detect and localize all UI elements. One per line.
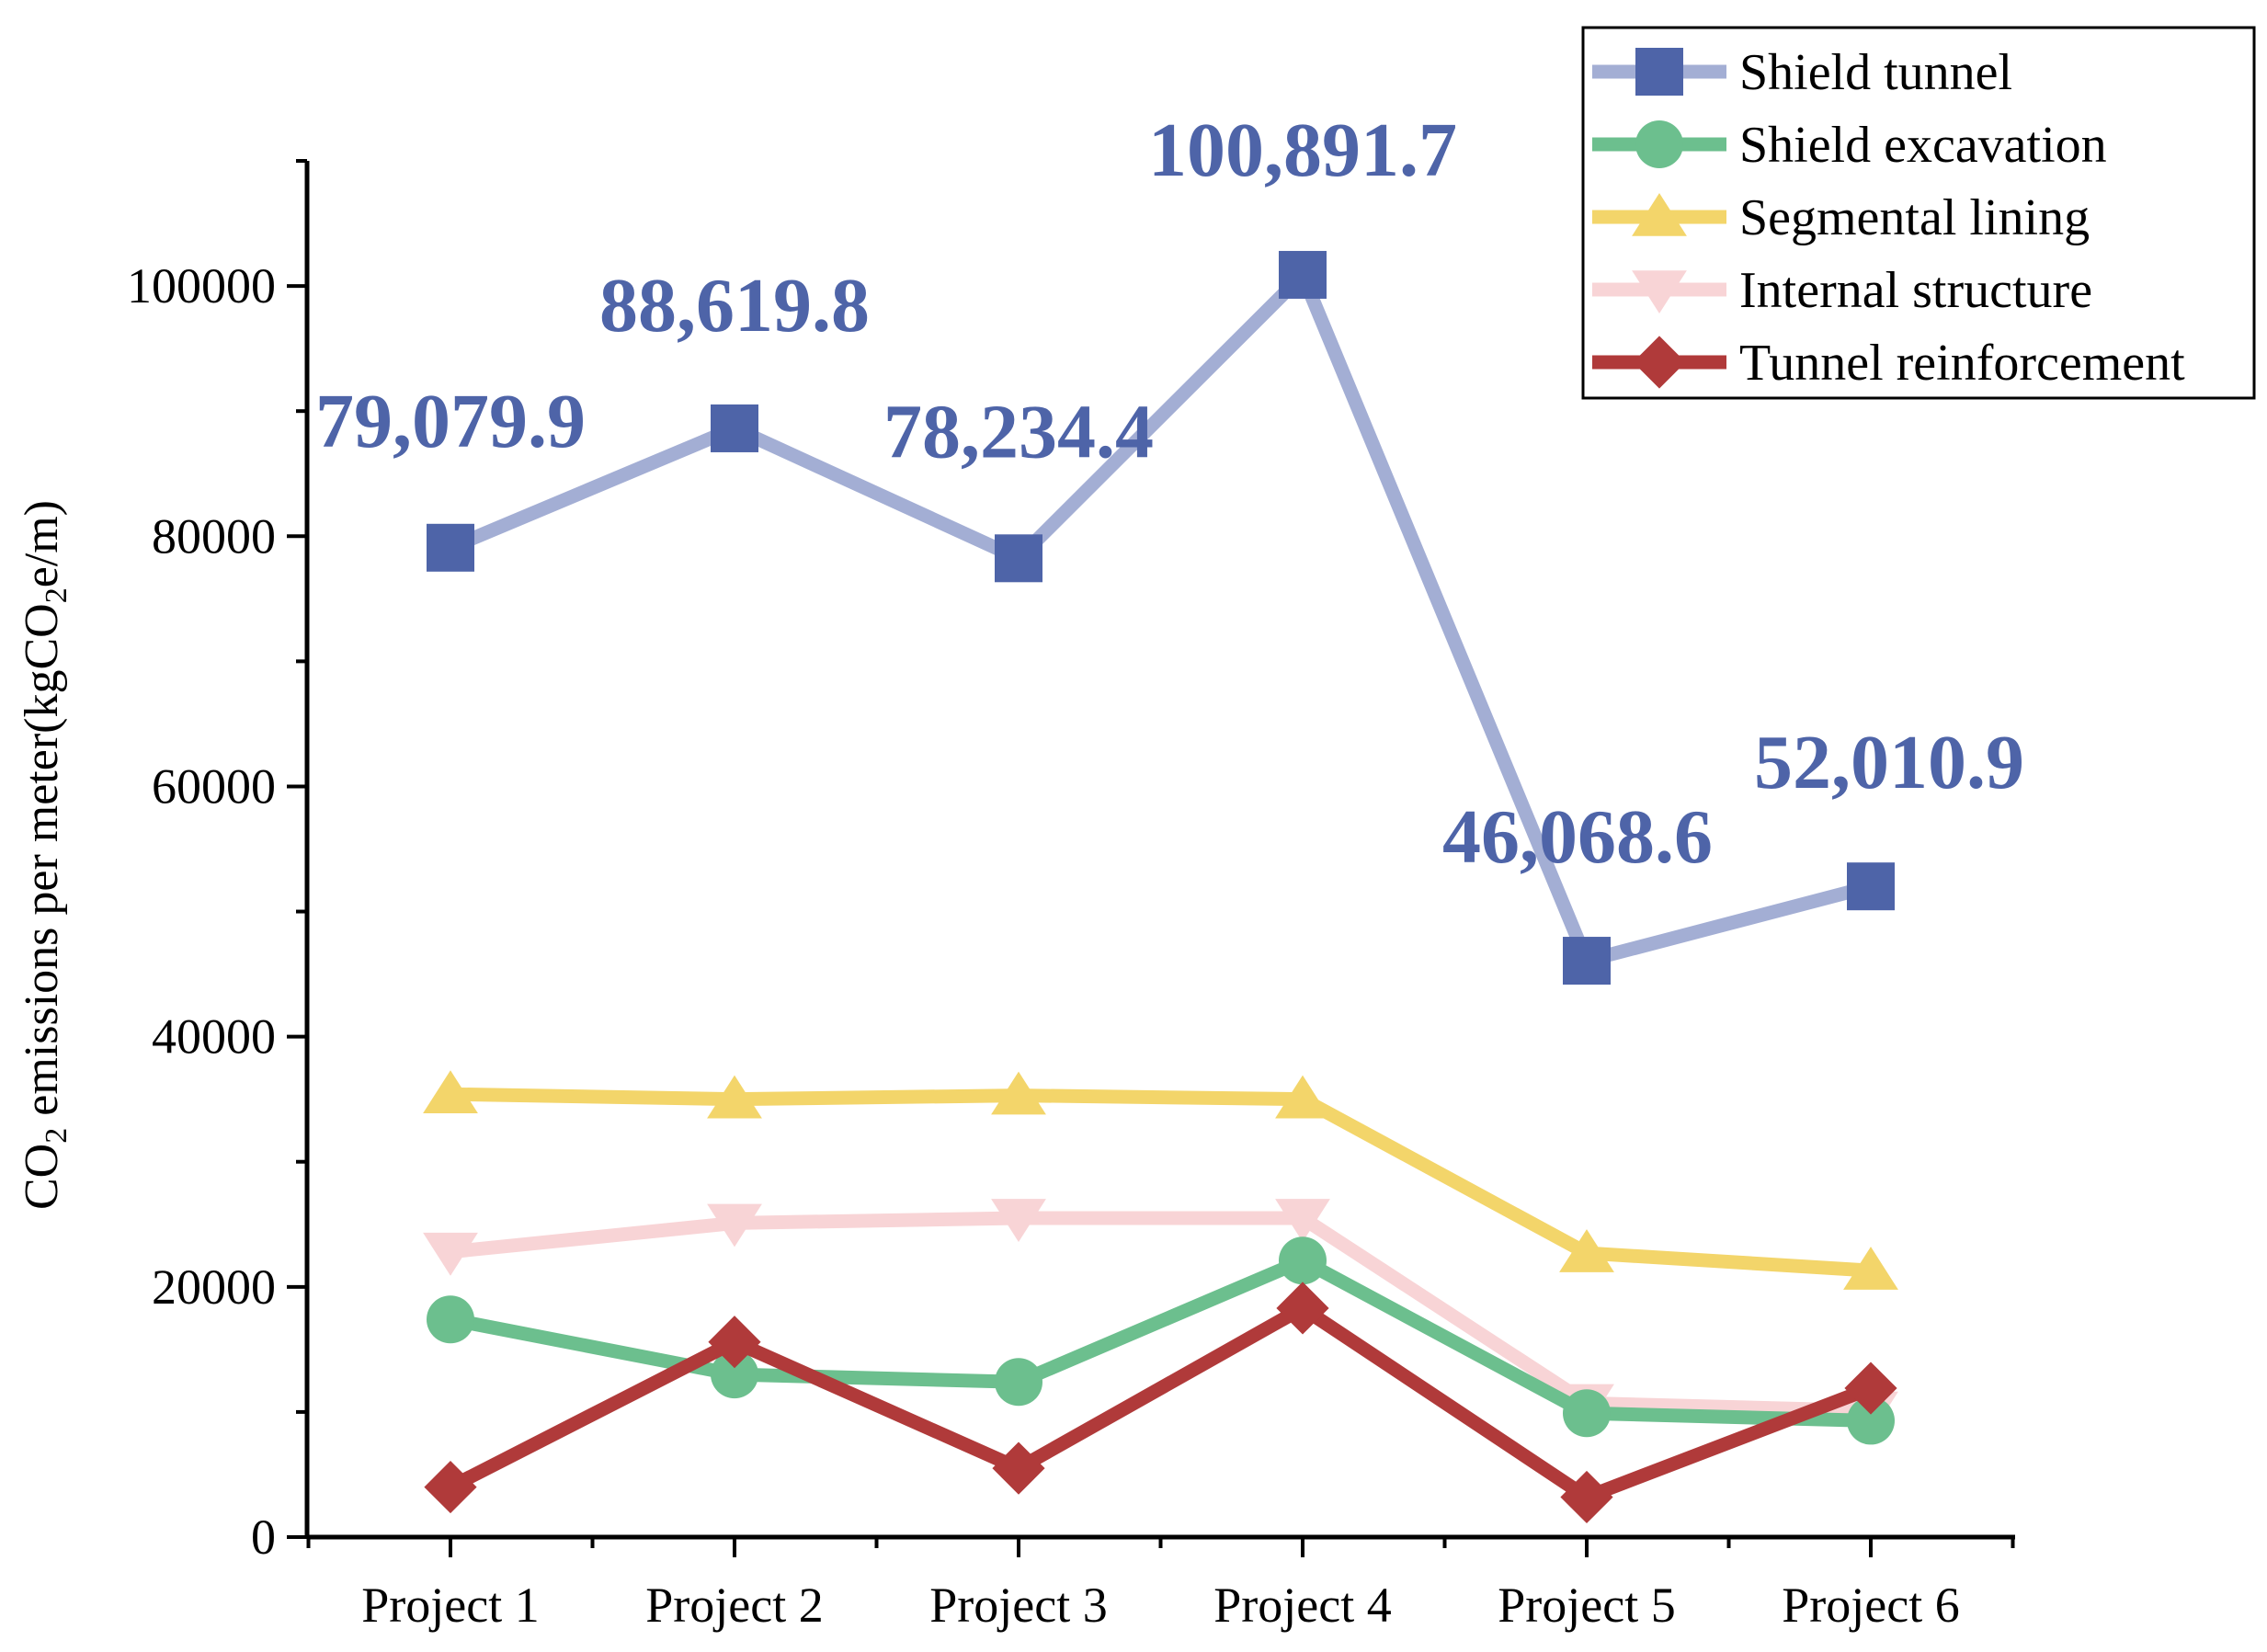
legend-item: Tunnel reinforcement — [1592, 335, 2185, 392]
data-point — [1275, 1199, 1330, 1242]
data-point — [707, 1203, 762, 1248]
legend-label: Segmental lining — [1739, 189, 2090, 246]
legend-marker — [1635, 120, 1683, 168]
data-label: 88,619.8 — [599, 263, 870, 348]
data-point — [991, 1071, 1046, 1115]
data-point — [427, 523, 474, 572]
data-point — [711, 404, 758, 452]
series-line — [448, 268, 1873, 968]
data-point — [427, 1295, 474, 1344]
data-point — [1279, 1236, 1327, 1285]
x-tick-label: Project 1 — [361, 1578, 539, 1633]
data-labels: 79,079.988,619.878,234.4 100,891.7 46,068.… — [315, 108, 2024, 880]
data-point — [1279, 250, 1327, 299]
x-tick-label: Project 3 — [929, 1578, 1107, 1633]
series-shield-excavation — [427, 1236, 1895, 1445]
y-tick-label: 100000 — [127, 258, 276, 313]
legend-label: Internal structure — [1739, 262, 2092, 319]
legend-marker — [1635, 48, 1683, 96]
data-point — [992, 1441, 1045, 1495]
series-line — [450, 1087, 1872, 1278]
data-point — [424, 1460, 477, 1514]
y-tick-label: 60000 — [152, 758, 276, 814]
legend-marker — [1632, 193, 1687, 236]
y-tick-label: 0 — [251, 1510, 276, 1565]
legend-marker — [1633, 336, 1686, 389]
data-point — [1276, 1282, 1329, 1335]
legend-item: Shield excavation — [1592, 117, 2107, 174]
series-segmental-lining — [423, 1070, 1898, 1290]
legend-label: Shield excavation — [1739, 117, 2107, 174]
y-axis-title: CO2 emissions per meter(kgCO2e/m) — [16, 500, 74, 1210]
series-line — [449, 1253, 1872, 1428]
data-label: 79,079.9 — [315, 379, 586, 464]
data-point — [1844, 1361, 1897, 1415]
data-label: 46,068.6 — [1442, 794, 1713, 880]
data-point — [1847, 862, 1895, 911]
data-point — [1559, 1229, 1614, 1272]
legend-item: Segmental lining — [1592, 189, 2090, 246]
x-tick-label: Project 5 — [1498, 1578, 1675, 1633]
data-point — [1560, 1470, 1613, 1524]
data-point — [1275, 1075, 1330, 1119]
series-tunnel-reinforcement — [424, 1282, 1897, 1524]
series-line — [447, 1301, 1874, 1504]
series-line — [450, 1211, 1872, 1418]
legend-label: Shield tunnel — [1739, 44, 2012, 101]
x-axis: Project 1 Project 2 Project 3 Project 4 Proj… — [306, 1534, 2015, 1633]
data-point — [711, 1350, 758, 1399]
data-label: 78,234.4 — [883, 389, 1154, 474]
legend-marker — [1632, 270, 1687, 313]
data-point — [991, 1199, 1046, 1242]
y-tick-label: 40000 — [152, 1009, 276, 1065]
data-point — [1563, 937, 1611, 986]
legend-item: Shield tunnel — [1592, 44, 2012, 101]
data-point — [995, 1358, 1042, 1407]
series-layer — [423, 250, 1898, 1524]
x-tick-label: Project 4 — [1213, 1578, 1391, 1633]
data-label: 100,891.7 — [1148, 108, 1457, 193]
data-point — [708, 1316, 761, 1369]
data-point — [995, 534, 1042, 583]
y-tick-label: 80000 — [152, 508, 276, 564]
data-point — [423, 1070, 478, 1114]
data-label: 52,010.9 — [1754, 720, 2024, 805]
y-tick-label: 20000 — [152, 1259, 276, 1315]
series-shield-tunnel — [427, 250, 1895, 986]
x-tick-label: Project 6 — [1782, 1578, 1959, 1633]
data-point — [1563, 1389, 1611, 1438]
legend-label: Tunnel reinforcement — [1739, 335, 2185, 392]
data-point — [1847, 1396, 1895, 1445]
data-point — [423, 1232, 478, 1276]
data-point — [707, 1075, 762, 1119]
legend-item: Internal structure — [1592, 262, 2092, 319]
y-axis: 0 20000 40000 60000 80000 100000 — [127, 159, 310, 1565]
legend: Shield tunnel Shield excavation Segmental … — [1581, 26, 2256, 400]
x-tick-label: Project 2 — [645, 1578, 823, 1633]
data-point — [1843, 1247, 1898, 1290]
